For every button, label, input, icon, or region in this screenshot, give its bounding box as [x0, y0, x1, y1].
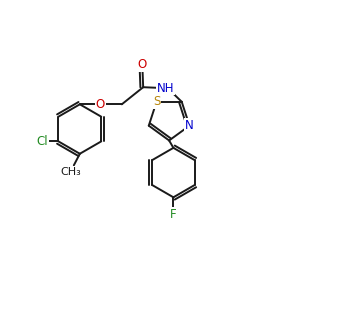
Text: F: F	[170, 208, 177, 221]
Text: O: O	[96, 98, 105, 111]
Text: N: N	[185, 119, 194, 132]
Text: CH₃: CH₃	[60, 167, 81, 177]
Text: Cl: Cl	[36, 135, 48, 148]
Text: O: O	[138, 59, 147, 72]
Text: S: S	[153, 95, 160, 108]
Text: NH: NH	[157, 81, 174, 94]
